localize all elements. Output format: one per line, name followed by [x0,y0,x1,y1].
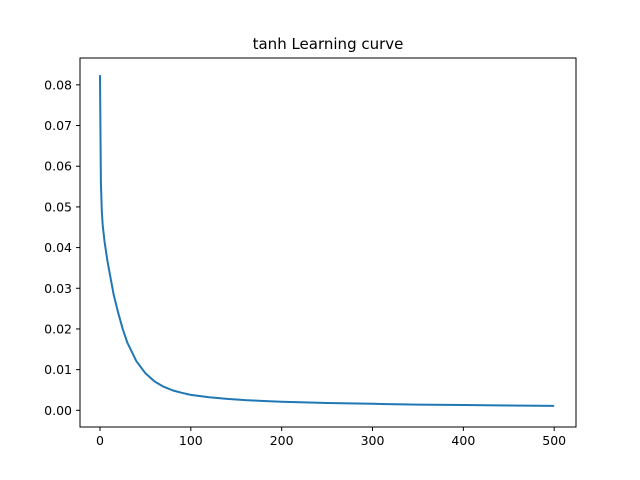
x-tick-label: 100 [179,433,203,448]
y-tick-label: 0.02 [44,321,72,336]
x-tick-label: 200 [270,433,294,448]
y-tick-label: 0.08 [44,77,72,92]
x-tick-label: 0 [96,433,104,448]
y-tick-label: 0.04 [44,240,72,255]
x-tick-label: 300 [361,433,385,448]
y-tick-label: 0.05 [44,199,72,214]
y-tick-label: 0.01 [44,362,72,377]
y-tick-label: 0.00 [44,403,72,418]
x-tick-label: 400 [451,433,475,448]
axes-frame [79,57,577,428]
chart-title: tanh Learning curve [253,35,404,53]
x-tick-label: 500 [542,433,566,448]
series-line [98,74,555,407]
y-tick-label: 0.07 [44,118,72,133]
y-tick-label: 0.03 [44,281,72,296]
ticks-layer: 0 100 200 300 400 500 0.00 0.01 0.02 0.03 0.04 0.05… [44,77,566,448]
y-tick-label: 0.06 [44,159,72,174]
